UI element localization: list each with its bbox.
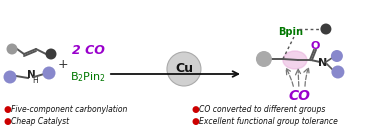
Text: ●: ●	[192, 117, 200, 126]
Text: N: N	[318, 58, 328, 68]
Text: CO: CO	[289, 89, 311, 103]
Text: N: N	[26, 70, 36, 80]
Text: ●: ●	[4, 117, 12, 126]
Text: Cu: Cu	[175, 62, 193, 76]
Text: Bpin: Bpin	[278, 27, 303, 37]
Text: Excellent functional group tolerance: Excellent functional group tolerance	[199, 117, 338, 126]
Text: ●: ●	[192, 105, 200, 114]
Circle shape	[331, 50, 343, 62]
Circle shape	[45, 48, 56, 60]
Text: Cheap Catalyst: Cheap Catalyst	[11, 117, 69, 126]
Circle shape	[42, 67, 56, 79]
Text: +: +	[58, 58, 68, 70]
Text: H: H	[32, 77, 38, 86]
Circle shape	[167, 52, 201, 86]
Ellipse shape	[283, 51, 307, 69]
Text: O: O	[310, 41, 320, 51]
Text: Five-component carbonylation: Five-component carbonylation	[11, 105, 127, 114]
Text: $\mathregular{B_2Pin_2}$: $\mathregular{B_2Pin_2}$	[70, 70, 106, 84]
Text: 2 CO: 2 CO	[71, 44, 104, 56]
Circle shape	[321, 23, 332, 34]
Circle shape	[3, 70, 17, 84]
Circle shape	[6, 44, 17, 55]
Circle shape	[256, 51, 272, 67]
Text: CO converted to different groups: CO converted to different groups	[199, 105, 325, 114]
Text: ●: ●	[4, 105, 12, 114]
Circle shape	[332, 65, 344, 79]
